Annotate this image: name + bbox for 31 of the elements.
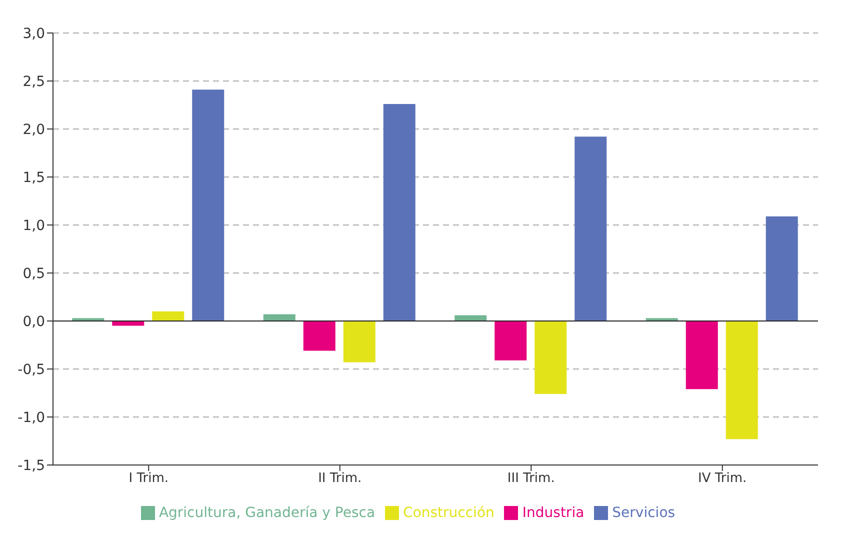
legend-label: Industria (522, 505, 584, 521)
bar (534, 321, 567, 394)
y-tick-label: 2,0 (22, 122, 45, 138)
bar (152, 311, 184, 321)
legend-label: Agricultura, Ganadería y Pesca (158, 505, 376, 521)
bar (574, 136, 607, 321)
bar (726, 321, 758, 440)
y-tick-label: 3,0 (22, 26, 45, 42)
y-tick-label: 2,5 (22, 74, 45, 90)
x-tick-label: II Trim. (318, 471, 362, 486)
x-tick-label: III Trim. (507, 471, 555, 486)
y-tick-label: -1,5 (18, 458, 45, 474)
bar (343, 321, 376, 362)
bar (192, 90, 224, 321)
x-tick-label: IV Trim. (698, 471, 747, 486)
legend-label: Servicios (612, 505, 676, 521)
bar (383, 104, 416, 321)
y-tick-label: -0,5 (18, 362, 45, 378)
x-tick-label: I Trim. (128, 471, 168, 486)
y-tick-label: 1,5 (22, 170, 45, 186)
y-tick-label: 1,0 (22, 218, 45, 234)
bar (686, 321, 718, 390)
bar (766, 216, 798, 321)
bar (112, 321, 144, 326)
y-tick-label: 0,5 (22, 266, 45, 282)
bar (454, 315, 487, 321)
bar (494, 321, 527, 360)
legend-label: Construcción (403, 505, 494, 521)
y-tick-label: 0,0 (22, 314, 45, 330)
bar (303, 321, 336, 351)
y-tick-label: -1,0 (18, 410, 45, 426)
